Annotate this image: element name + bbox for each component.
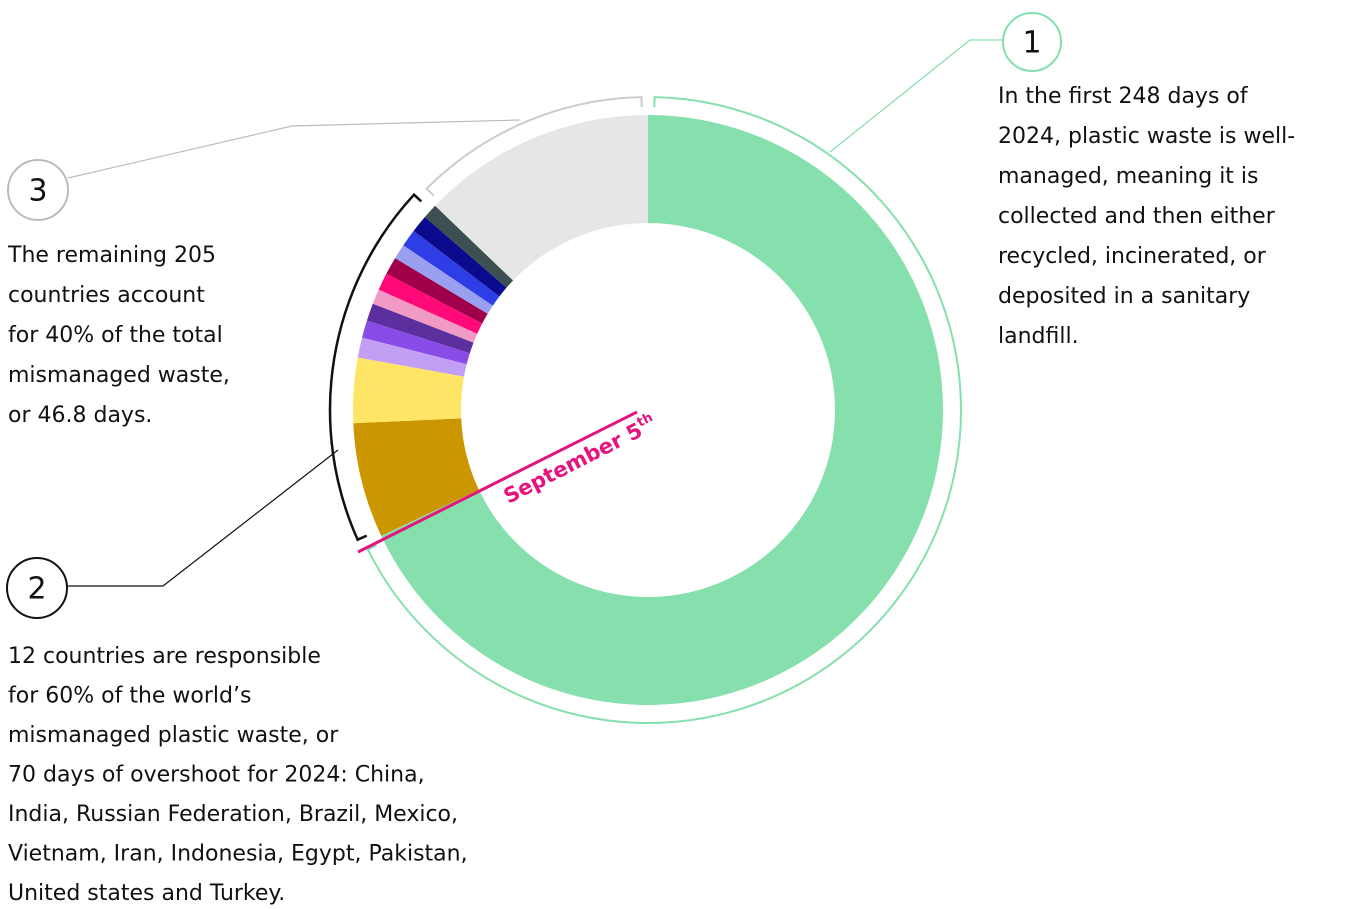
donut-segment: [353, 418, 479, 536]
annotation-line: for 60% of the world’s: [8, 684, 251, 709]
annotation-line: managed, meaning it is: [998, 164, 1259, 189]
annotation-line: 12 countries are responsible: [8, 644, 321, 669]
annotation-line: The remaining 205: [7, 243, 216, 268]
annotation-line: for 40% of the total: [8, 323, 223, 348]
annotation-line: landfill.: [998, 324, 1079, 349]
callout-number: 2: [27, 572, 46, 607]
donut-segment: [403, 230, 500, 306]
annotation-line: Vietnam, Iran, Indonesia, Egypt, Pakista…: [8, 842, 468, 867]
donut: [352, 115, 944, 706]
leader-line: [829, 39, 1004, 153]
callout-circle: [6, 557, 68, 619]
donut-segment: [381, 115, 944, 706]
annotation-line: United states and Turkey.: [8, 881, 285, 906]
donut-segment: [372, 289, 478, 343]
donut-segment: [435, 115, 648, 281]
donut-segment: [395, 245, 493, 314]
annotation-line: countries account: [8, 283, 205, 308]
annotation-line: mismanaged plastic waste, or: [8, 723, 339, 748]
callout-number: 3: [28, 174, 47, 209]
annotation-line: recycled, incinerated, or: [998, 244, 1267, 269]
leader-line: [67, 119, 521, 179]
bracket: [425, 96, 643, 197]
annotation-line: 70 days of overshoot for 2024: China,: [8, 763, 425, 788]
donut-segment: [362, 320, 470, 365]
donut-segment: [366, 303, 474, 354]
donut-segment: [386, 258, 488, 324]
brackets: [328, 96, 962, 724]
callout-number: 1: [1022, 26, 1041, 61]
donut-segment: [378, 273, 483, 334]
annotation-line: 2024, plastic waste is well-: [998, 124, 1295, 149]
donut-segment: [424, 205, 514, 288]
donut-segment: [357, 337, 467, 377]
annotation-line: In the first 248 days of: [998, 84, 1249, 109]
bracket: [328, 192, 423, 542]
annotation-line: deposited in a sanitary: [998, 284, 1250, 309]
annotation-line: mismanaged waste,: [8, 363, 230, 388]
callout-circle: [1002, 12, 1062, 72]
bracket: [366, 96, 962, 724]
callout-circle: [7, 159, 69, 221]
annotation-line: or 46.8 days.: [8, 403, 152, 428]
date-label: September 5th: [499, 410, 660, 508]
date-label-text: September 5: [500, 418, 646, 508]
date-label-sup: th: [635, 410, 656, 430]
donut-segment: [352, 357, 464, 424]
date-marker: [357, 410, 638, 554]
annotation-line: India, Russian Federation, Brazil, Mexic…: [8, 802, 458, 827]
leader-line: [67, 449, 339, 587]
annotation-line: collected and then either: [998, 204, 1276, 229]
donut-segment: [413, 217, 507, 297]
